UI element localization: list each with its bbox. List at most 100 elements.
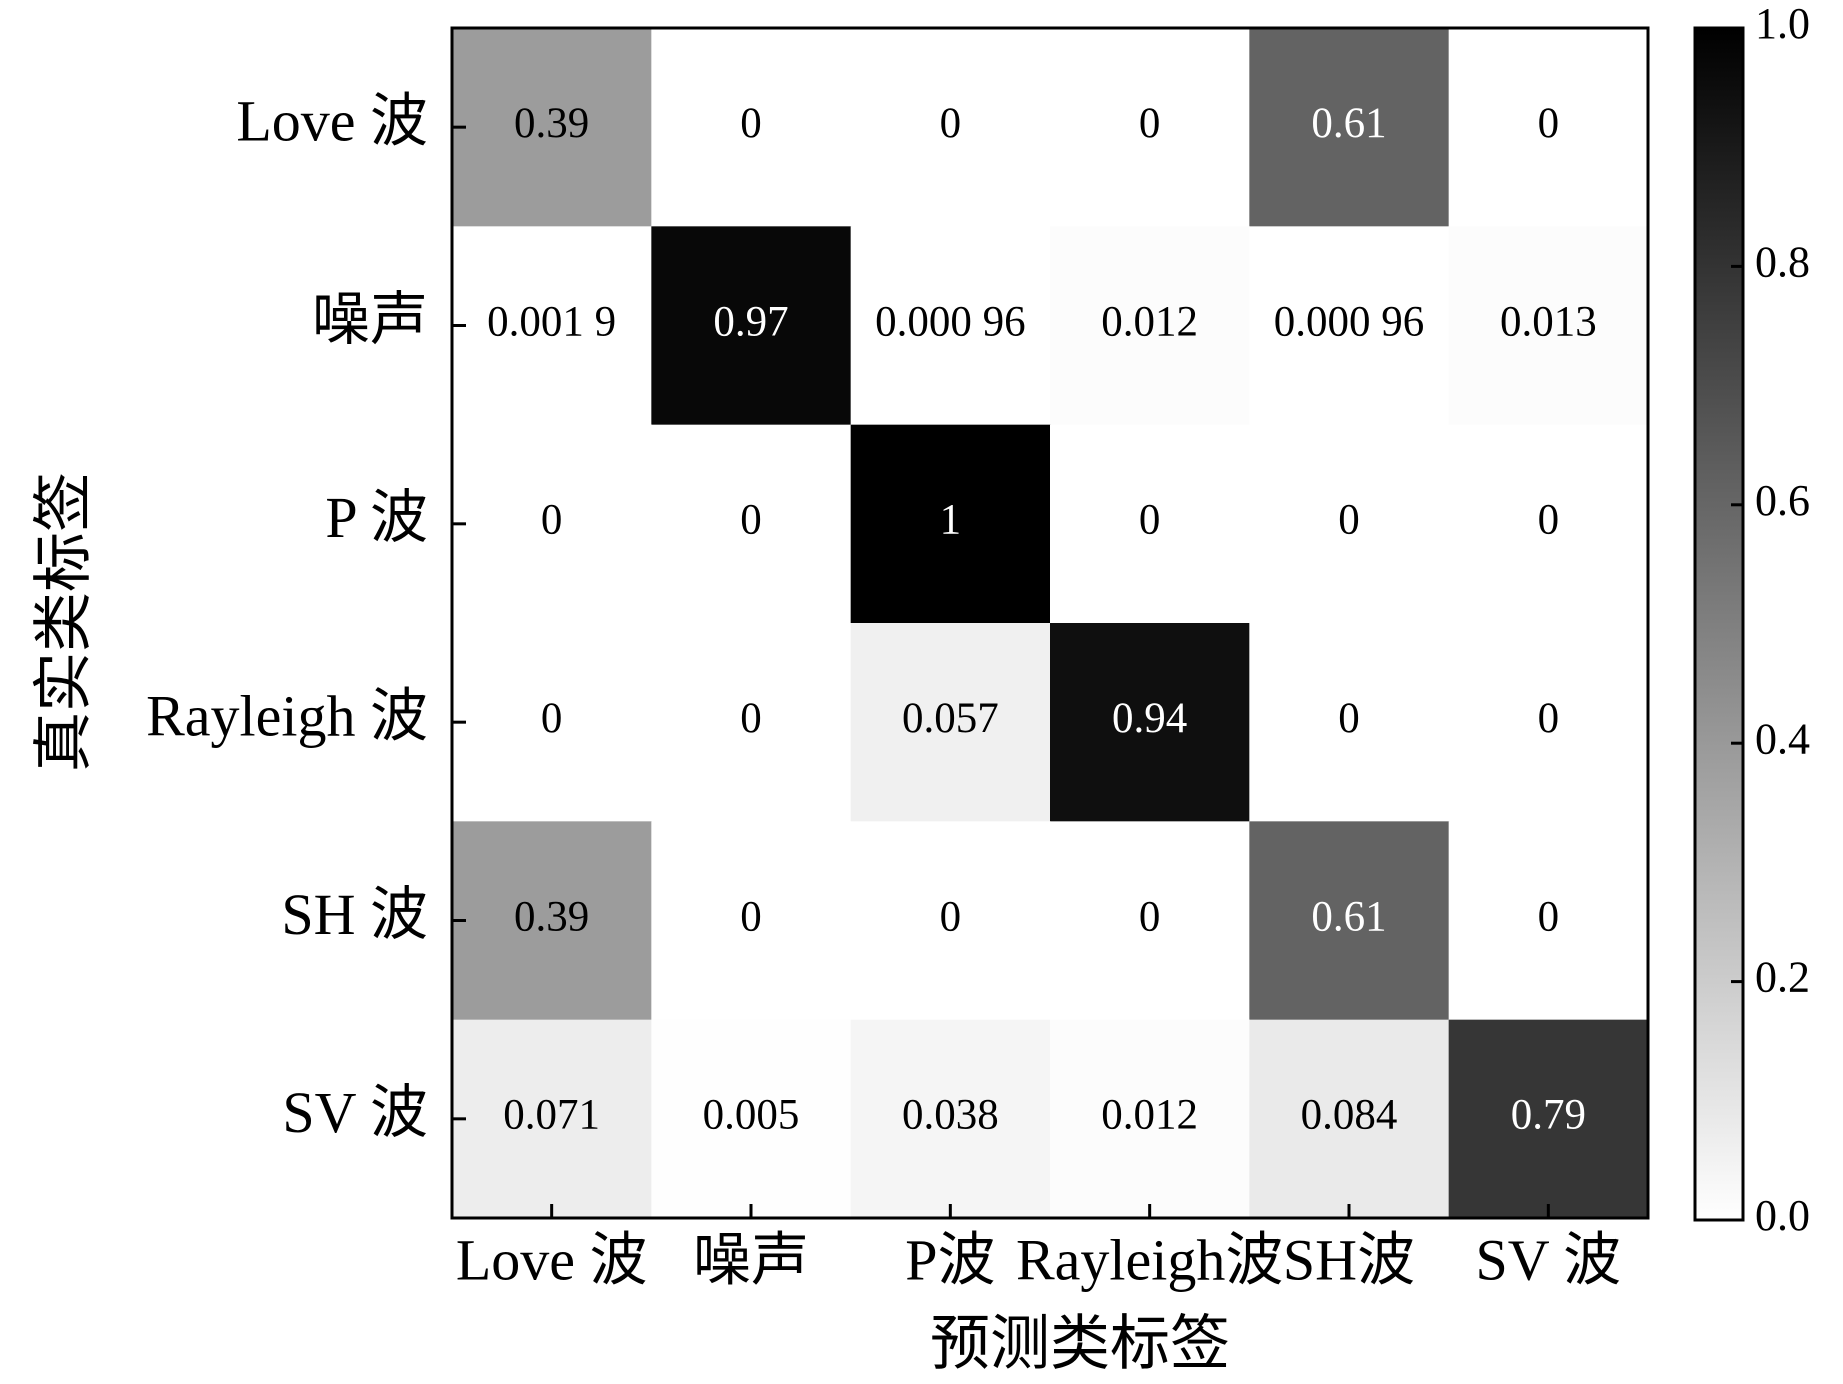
cell-value-label: 0.79 <box>1511 1092 1586 1139</box>
y-tick-label: P 波 <box>325 485 428 550</box>
heatmap-cell <box>452 1019 652 1219</box>
cell-value-label: 0 <box>1338 497 1360 544</box>
cell-value-labels: 0.39 0 0 0 0.61 0 0.001 9 0.97 0.000 96 0.012 0.00… <box>487 100 1597 1139</box>
cell-value-label: 0.000 96 <box>875 298 1026 345</box>
heatmap-cell <box>452 424 652 624</box>
x-tick-label: Rayleigh波 <box>1016 1227 1283 1292</box>
cell-value-label: 0 <box>1538 695 1560 742</box>
heatmap-cell <box>1448 424 1649 624</box>
heatmap-cell <box>452 623 652 822</box>
y-tick-label: SV 波 <box>282 1080 428 1145</box>
heatmap-cell <box>651 28 852 227</box>
heatmap-cell <box>1050 28 1250 227</box>
cell-value-label: 0 <box>1538 100 1560 147</box>
x-tick-label: SV 波 <box>1476 1227 1622 1292</box>
heatmap-cell <box>651 424 852 624</box>
cell-value-label: 0 <box>740 100 762 147</box>
cell-value-label: 0.057 <box>902 695 999 742</box>
heatmap-cell <box>452 226 652 426</box>
colorbar-tick-label: 0.4 <box>1755 714 1810 763</box>
cell-value-label: 0.013 <box>1500 298 1597 345</box>
y-axis-title: 真实类标签 <box>31 472 97 772</box>
cell-value-label: 0 <box>1139 100 1161 147</box>
heatmap-cell <box>651 1019 852 1219</box>
colorbar-ticks: 0.0 0.2 0.4 0.6 0.8 1.0 <box>1731 0 1810 1240</box>
cell-value-label: 0.39 <box>514 893 589 940</box>
x-tick-labels: Love 波噪声 P波 Rayleigh波 SH波 SV 波 <box>456 1227 1621 1292</box>
colorbar-gradient <box>1693 26 1745 1222</box>
heatmap-cell <box>1050 226 1250 426</box>
heatmap-cell <box>1249 424 1450 624</box>
heatmap-cell <box>1448 28 1649 227</box>
heatmap-cell <box>1050 623 1250 822</box>
cell-value-label: 0.94 <box>1112 695 1187 742</box>
cell-value-label: 0 <box>1139 497 1161 544</box>
colorbar-tick-label: 0.2 <box>1755 953 1810 1002</box>
cell-value-label: 0.012 <box>1101 1092 1198 1139</box>
cell-value-label: 0 <box>1538 497 1560 544</box>
heatmap-cell <box>1249 623 1450 822</box>
heatmap-cell <box>1448 226 1649 426</box>
heatmap-cell <box>1448 623 1649 822</box>
cell-value-label: 0 <box>541 497 563 544</box>
heatmap-cell <box>1249 1019 1450 1219</box>
plot-frame <box>450 26 1650 1220</box>
cell-value-label: 0.001 9 <box>487 298 616 345</box>
colorbar-tick-label: 0.0 <box>1755 1191 1810 1240</box>
cell-value-label: 0 <box>940 100 962 147</box>
x-axis-title: 预测类标签 <box>930 1311 1230 1377</box>
heatmap-cell <box>1448 1019 1649 1219</box>
cell-value-label: 0.97 <box>713 298 788 345</box>
heatmap-cell <box>651 623 852 822</box>
x-tick-label: SH波 <box>1283 1227 1415 1292</box>
axis-ticks <box>452 125 1550 1218</box>
heatmap-cell <box>1448 821 1649 1021</box>
heatmap-cell <box>651 226 852 426</box>
cell-value-label: 0 <box>541 695 563 742</box>
heatmap-cell <box>1249 28 1450 227</box>
colorbar-tick-label: 1.0 <box>1755 0 1810 48</box>
heatmap-cell <box>452 28 652 227</box>
cell-value-label: 0.000 96 <box>1274 298 1425 345</box>
heatmap-cell <box>850 28 1051 227</box>
heatmap-cell <box>1050 821 1250 1021</box>
heatmap-cell <box>1050 1019 1250 1219</box>
y-tick-label: SH 波 <box>281 882 428 947</box>
heatmap-cell <box>850 623 1051 822</box>
heatmap-cells <box>452 28 1649 1219</box>
x-tick-label: P波 <box>905 1227 995 1292</box>
heatmap-cell <box>850 821 1051 1021</box>
cell-value-label: 0.39 <box>514 100 589 147</box>
heatmap-cell <box>850 424 1051 624</box>
colorbar <box>1693 26 1745 1222</box>
heatmap-cell <box>1249 821 1450 1021</box>
colorbar-tick-label: 0.6 <box>1755 476 1810 525</box>
colorbar-tick-label: 0.8 <box>1755 237 1810 286</box>
heatmap-cell <box>452 821 652 1021</box>
x-tick-label: Love 波 <box>456 1227 648 1292</box>
cell-value-label: 0 <box>1538 893 1560 940</box>
x-tick-label: 噪声 <box>693 1227 809 1292</box>
heatmap-cell <box>850 226 1051 426</box>
y-tick-label: Rayleigh 波 <box>146 683 428 748</box>
cell-value-label: 0 <box>740 695 762 742</box>
heatmap-cell <box>1249 226 1450 426</box>
heatmap-cell <box>651 821 852 1021</box>
cell-value-label: 0 <box>940 893 962 940</box>
cell-value-label: 1 <box>940 497 962 544</box>
y-tick-label: 噪声 <box>312 287 428 352</box>
heatmap-cell <box>850 1019 1051 1219</box>
cell-value-label: 0 <box>1338 695 1360 742</box>
cell-value-label: 0.61 <box>1311 100 1386 147</box>
cell-value-label: 0.071 <box>503 1092 600 1139</box>
cell-value-label: 0 <box>1139 893 1161 940</box>
cell-value-label: 0.084 <box>1301 1092 1398 1139</box>
cell-value-label: 0.005 <box>703 1092 800 1139</box>
cell-value-label: 0 <box>740 893 762 940</box>
cell-value-label: 0.038 <box>902 1092 999 1139</box>
y-tick-label: Love 波 <box>236 88 428 153</box>
cell-value-label: 0.012 <box>1101 298 1198 345</box>
heatmap-cell <box>1050 424 1250 624</box>
